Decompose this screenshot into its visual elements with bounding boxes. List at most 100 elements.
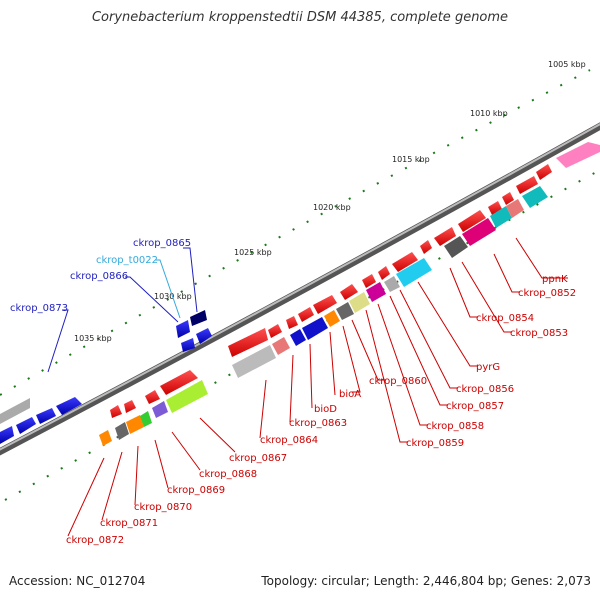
leader-line <box>199 417 236 453</box>
ruler-tick-label: 1005 kbp <box>548 60 586 69</box>
leader-line <box>183 247 198 313</box>
gene-arrow <box>536 164 552 180</box>
gene-arrow <box>0 398 30 424</box>
backbone <box>0 122 600 456</box>
gene-arrow <box>378 266 390 280</box>
gene-label: ckrop_0860 <box>369 376 427 387</box>
gene-arrow <box>324 310 340 327</box>
gene-label: ckrop_0857 <box>446 401 504 412</box>
inner-tick-ring <box>4 169 600 501</box>
gene-label: ckrop_t0022 <box>96 255 158 266</box>
leader-line <box>125 276 179 323</box>
gene-arrow <box>502 192 514 205</box>
gene-arrow <box>110 405 122 418</box>
gene-arrow <box>506 199 524 218</box>
leader-line <box>154 439 169 489</box>
gene-arrow <box>362 274 376 288</box>
map-title: Corynebacterium kroppenstedtii DSM 44385… <box>91 10 509 25</box>
gene-arrow <box>462 218 496 246</box>
gene-arrow <box>392 252 418 272</box>
leader-line <box>47 309 69 373</box>
gene-arrow <box>366 282 386 302</box>
plus-strand-genes <box>0 142 600 444</box>
plus-labels: ckrop_0865 ckrop_t0022 ckrop_0866 ckrop_… <box>10 238 191 314</box>
gene-arrow <box>124 400 136 413</box>
backbone-line <box>0 122 600 456</box>
leader-line <box>309 343 313 409</box>
gene-arrow <box>268 324 282 338</box>
leader-line <box>342 325 361 393</box>
leader-line <box>155 259 181 319</box>
minus-strand-genes <box>99 164 552 446</box>
gene-arrow <box>176 320 190 338</box>
leader-line <box>101 451 123 521</box>
gene-arrow <box>434 227 456 246</box>
gene-arrow <box>516 176 538 194</box>
leader-line <box>259 379 267 439</box>
ruler-tick-label: 1010 kbp <box>470 109 508 118</box>
gene-arrow <box>490 206 512 228</box>
minus-labels: ppnK ckrop_0852 ckrop_0854 ckrop_0853 py… <box>66 274 576 546</box>
gene-arrow <box>272 337 290 355</box>
gene-label: ppnK <box>542 274 568 285</box>
outer-tick-ring <box>0 69 591 396</box>
gene-arrow <box>302 317 328 340</box>
gene-arrow <box>140 411 152 427</box>
gene-arrow <box>313 295 337 314</box>
minus-leaders <box>67 237 568 537</box>
gene-label: ckrop_0872 <box>66 535 124 546</box>
gene-arrow <box>488 201 502 215</box>
ruler-tick-label: 1035 kbp <box>74 334 112 343</box>
gene-arrow <box>0 426 14 444</box>
ruler-tick-label: 1015 kbp <box>392 155 430 164</box>
genome-summary: Topology: circular; Length: 2,446,804 bp… <box>261 574 591 588</box>
gene-arrow <box>286 316 298 329</box>
gene-label: ckrop_0873 <box>10 303 68 314</box>
leader-line <box>329 331 336 396</box>
gene-label: ckrop_0863 <box>289 418 347 429</box>
gene-label: ckrop_0856 <box>456 384 514 395</box>
gene-arrow <box>160 370 198 395</box>
gene-arrow <box>126 415 144 434</box>
leader-line <box>493 253 520 293</box>
gene-arrow <box>36 408 56 424</box>
gene-arrow <box>190 310 207 326</box>
gene-arrow <box>196 328 212 344</box>
accession-label: Accession: NC_012704 <box>9 574 146 588</box>
leader-line <box>289 354 294 423</box>
leader-line <box>67 457 105 537</box>
gene-arrow <box>298 307 314 322</box>
leader-line <box>134 445 139 506</box>
gene-label: ckrop_0865 <box>133 238 191 249</box>
inner-dots <box>4 169 600 501</box>
gene-arrow <box>340 284 358 300</box>
plus-leaders <box>47 247 198 373</box>
gene-arrow <box>458 210 486 232</box>
gene-arrow <box>290 329 306 346</box>
gene-label: bioA <box>339 389 361 400</box>
ruler-tick-label: 1020 kbp <box>313 203 351 212</box>
gene-label: ckrop_0867 <box>229 453 287 464</box>
gene-arrow <box>115 422 129 440</box>
gene-arrow <box>522 186 548 208</box>
leader-line <box>399 289 458 389</box>
gene-label: ckrop_0853 <box>510 328 568 339</box>
gene-arrow <box>152 401 168 418</box>
gene-label: pyrG <box>476 362 500 373</box>
gene-arrow <box>166 380 208 413</box>
gene-arrow <box>444 236 468 258</box>
gene-label: ckrop_0870 <box>134 502 192 513</box>
gene-label: ckrop_0871 <box>100 518 158 529</box>
gene-label: ckrop_0852 <box>518 288 576 299</box>
gene-arrow <box>181 338 195 352</box>
gene-arrow <box>228 328 268 357</box>
backbone-highlight <box>0 123 600 451</box>
gene-label: ckrop_0866 <box>70 271 128 282</box>
gene-label: ckrop_0864 <box>260 435 318 446</box>
gene-label: ckrop_0854 <box>476 313 534 324</box>
ruler-tick-label: 1025 kbp <box>234 248 272 257</box>
gene-arrow <box>232 345 276 378</box>
gene-label: bioD <box>314 404 337 415</box>
